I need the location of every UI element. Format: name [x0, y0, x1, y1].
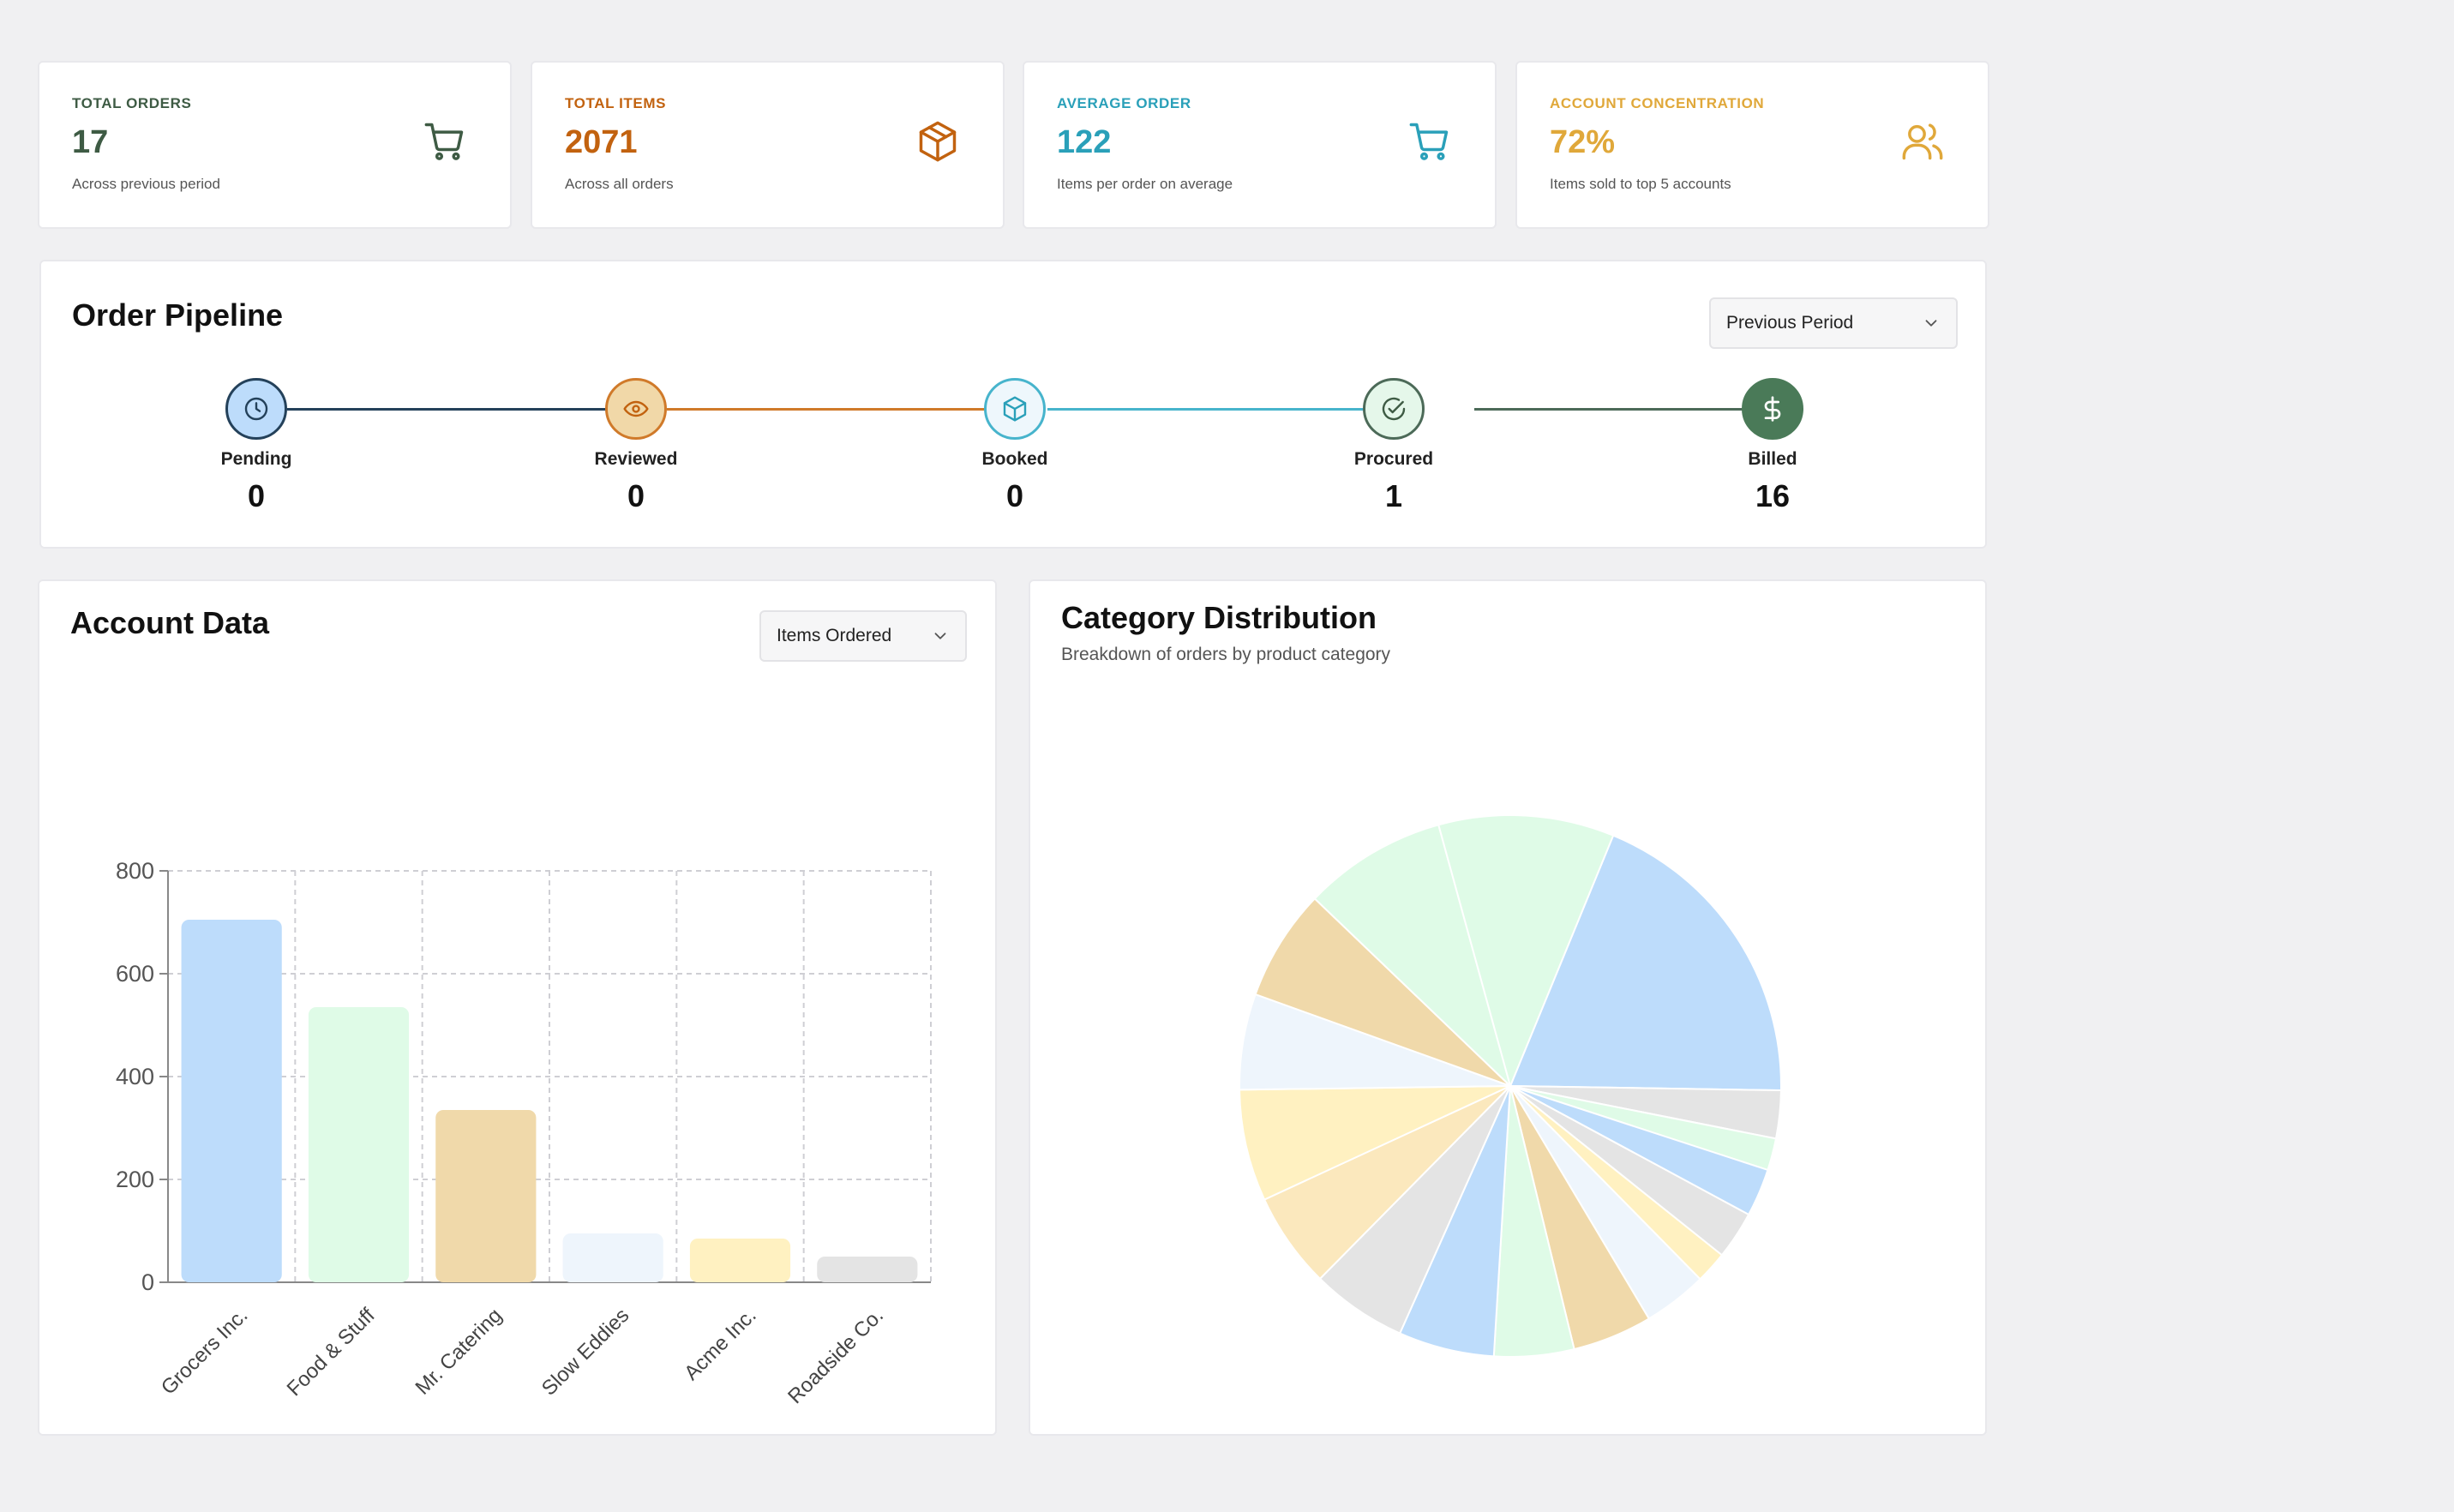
bar[interactable]	[562, 1233, 663, 1282]
pipeline-stage-count: 0	[247, 478, 266, 513]
x-tick-label: Acme Inc.	[680, 1304, 761, 1385]
stat-value: 17	[72, 124, 109, 160]
x-tick-label: Slow Eddies	[537, 1304, 633, 1400]
check-circle-icon	[1382, 397, 1406, 421]
stat-subtext: Items sold to top 5 accounts	[1550, 176, 1731, 192]
period-select[interactable]: Previous Period	[1709, 297, 1958, 349]
pipeline-stage-billed[interactable]	[1742, 378, 1803, 440]
pipeline-stage-reviewed[interactable]	[605, 378, 667, 440]
category-distribution-card: Category Distribution Breakdown of order…	[1029, 579, 1987, 1436]
pipeline-stage-procured[interactable]	[1363, 378, 1425, 440]
stat-subtext: Items per order on average	[1057, 176, 1233, 192]
pipeline-connector	[287, 408, 614, 411]
stat-value: 2071	[565, 124, 638, 160]
pipeline-stage-count: 16	[1755, 478, 1791, 513]
pipeline-stage-booked[interactable]	[984, 378, 1046, 440]
pipeline-stage-label: Booked	[981, 449, 1048, 469]
stat-card-total-orders: TOTAL ORDERS 17 Across previous period	[38, 61, 512, 229]
bar[interactable]	[181, 920, 282, 1282]
stat-card-total-items: TOTAL ITEMS 2071 Across all orders	[531, 61, 1005, 229]
pipeline-connector	[1474, 408, 1803, 411]
pipeline-connector	[1047, 408, 1421, 411]
box-icon	[1003, 396, 1027, 422]
metric-select-value: Items Ordered	[777, 626, 892, 645]
y-tick-label: 600	[116, 961, 154, 987]
stat-label: ACCOUNT CONCENTRATION	[1550, 95, 1765, 111]
metric-select[interactable]: Items Ordered	[759, 610, 967, 662]
category-pie-chart	[1239, 814, 1782, 1358]
pipeline-connector	[667, 408, 994, 411]
account-data-title: Account Data	[70, 605, 270, 640]
order-pipeline-card: Order Pipeline Previous Period Pending R…	[39, 260, 1987, 549]
stat-label: TOTAL ORDERS	[72, 95, 192, 111]
pipeline-stage-label: Billed	[1748, 449, 1797, 469]
pipeline-stage-count: 1	[1384, 478, 1403, 513]
package-icon	[915, 119, 960, 164]
x-tick-label: Roadside Co.	[783, 1304, 888, 1408]
order-pipeline-title: Order Pipeline	[72, 297, 284, 333]
y-tick-label: 200	[116, 1167, 154, 1192]
pie-slice[interactable]	[1254, 897, 1511, 1087]
chevron-down-icon	[934, 633, 946, 639]
eye-icon	[623, 400, 649, 417]
pipeline-stage-label: Pending	[220, 449, 292, 469]
pipeline-stage-label: Reviewed	[594, 449, 678, 469]
pie-slice[interactable]	[1313, 824, 1512, 1089]
stat-subtext: Across all orders	[565, 176, 674, 192]
x-tick-label: Mr. Catering	[411, 1304, 507, 1400]
category-distribution-subtitle: Breakdown of orders by product category	[1061, 645, 1391, 664]
bar[interactable]	[308, 1007, 410, 1282]
pipeline-stage-count: 0	[1005, 478, 1024, 513]
x-tick-label: Grocers Inc.	[157, 1304, 253, 1400]
y-tick-label: 800	[116, 858, 154, 884]
users-icon	[1900, 119, 1945, 164]
pipeline-stage-pending[interactable]	[225, 378, 287, 440]
dollar-icon	[1764, 396, 1781, 422]
stat-card-average-order: AVERAGE ORDER 122 Items per order on ave…	[1023, 61, 1497, 229]
cart-icon	[423, 119, 467, 164]
account-bar-chart: 0 200 400 600 800 Grocers Inc. Food & Stuff Mr.…	[116, 858, 932, 1408]
y-tick-label: 400	[116, 1064, 154, 1089]
stat-value: 122	[1057, 124, 1112, 160]
bar[interactable]	[435, 1110, 537, 1282]
clock-icon	[244, 397, 268, 421]
pipeline-stage-label: Procured	[1353, 449, 1434, 469]
cart-icon	[1407, 119, 1452, 164]
stat-value: 72%	[1550, 124, 1616, 160]
stat-label: AVERAGE ORDER	[1057, 95, 1191, 111]
stat-card-account-concentration: ACCOUNT CONCENTRATION 72% Items sold to …	[1515, 61, 1989, 229]
account-data-card: Account Data Items Ordered 0 200 400 600 800…	[38, 579, 997, 1436]
stat-subtext: Across previous period	[72, 176, 220, 192]
pie-slice[interactable]	[1239, 1085, 1511, 1201]
pie-slice[interactable]	[1509, 834, 1782, 1092]
y-tick-label: 0	[141, 1269, 154, 1295]
period-select-value: Previous Period	[1726, 313, 1854, 333]
stat-label: TOTAL ITEMS	[565, 95, 667, 111]
chevron-down-icon	[1925, 320, 1937, 327]
bar[interactable]	[689, 1239, 791, 1282]
pie-slice[interactable]	[1437, 814, 1615, 1089]
pipeline-stage-count: 0	[627, 478, 645, 513]
bar[interactable]	[817, 1257, 918, 1282]
category-distribution-title: Category Distribution	[1061, 600, 1377, 635]
x-tick-label: Food & Stuff	[283, 1304, 380, 1401]
